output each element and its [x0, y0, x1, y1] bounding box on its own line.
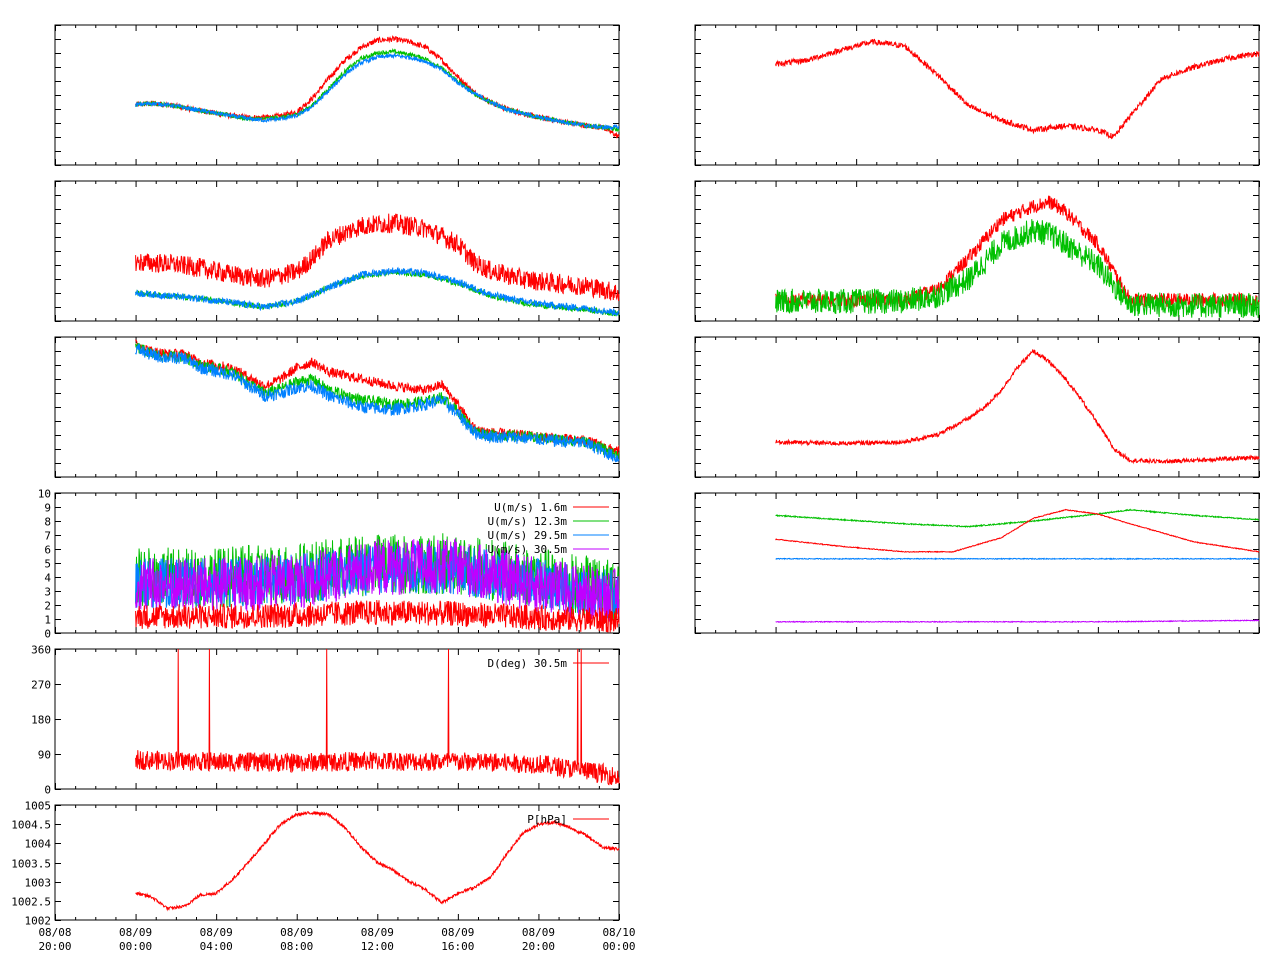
panel-left-3: [54, 336, 620, 478]
series-line: [135, 343, 620, 463]
series-line: [775, 508, 1260, 554]
y-tick-label: 7: [44, 530, 51, 543]
y-tick-label: 1003: [25, 877, 52, 890]
y-tick-label: 1004.5: [11, 819, 51, 832]
plot-frame: [54, 336, 620, 478]
x-tick-label-date: 08/09: [280, 926, 313, 939]
series-line: [135, 599, 620, 633]
panel-left-5: 0 90 180 270 360 D(deg) 30.5m: [31, 644, 620, 797]
legend-label: D(deg) 30.5m: [488, 657, 568, 670]
series-line: [775, 619, 1260, 624]
legend-label: P[hPa]: [527, 813, 567, 826]
x-tick-label-date: 08/09: [361, 926, 394, 939]
x-tick-label-time: 08:00: [280, 940, 313, 953]
series-line: [135, 648, 620, 786]
plot-frame: [54, 180, 620, 322]
y-tick-label: 8: [44, 516, 51, 529]
y-tick-label: 10: [38, 488, 51, 501]
panel-right-3: [694, 336, 1260, 478]
x-tick-label-time: 00:00: [602, 940, 635, 953]
panel-right-1: [694, 24, 1260, 166]
x-tick-label-time: 20:00: [522, 940, 555, 953]
x-tick-label-date: 08/09: [522, 926, 555, 939]
series-line: [775, 508, 1260, 528]
legend-label: U(m/s) 30.5m: [488, 543, 568, 556]
y-tick-label: 1003.5: [11, 858, 51, 871]
panel-left-1: [54, 24, 620, 166]
panel-left-6: 1002 1002.5 1003 1003.5 1004 1004.5 1005 P[hPa]: [11, 800, 620, 928]
plot-frame: [694, 24, 1260, 166]
y-tick-label: 2: [44, 600, 51, 613]
y-tick-label: 270: [31, 679, 51, 692]
y-tick-label: 1005: [25, 800, 52, 813]
panel-right-4: [694, 492, 1260, 634]
legend-label: U(m/s) 1.6m: [494, 501, 567, 514]
plot-frame: [54, 24, 620, 166]
x-tick-label-time: 20:00: [38, 940, 71, 953]
x-tick-label-date: 08/10: [602, 926, 635, 939]
y-tick-label: 1002: [25, 915, 52, 928]
y-tick-label: 4: [44, 572, 51, 585]
y-tick-label: 0: [44, 784, 51, 797]
series-line: [135, 213, 620, 302]
series-line: [135, 266, 620, 317]
x-tick-label-time: 12:00: [361, 940, 394, 953]
series-line: [775, 219, 1260, 318]
legend-label: U(m/s) 12.3m: [488, 515, 568, 528]
y-tick-label: 360: [31, 644, 51, 657]
x-tick-label-time: 16:00: [441, 940, 474, 953]
y-tick-label: 180: [31, 714, 51, 727]
y-tick-label: 5: [44, 558, 51, 571]
panel-left-2: [54, 180, 620, 322]
y-tick-label: 3: [44, 586, 51, 599]
series-line: [135, 811, 620, 912]
series-line: [135, 537, 620, 625]
series-line: [775, 349, 1260, 465]
series-line: [775, 38, 1260, 140]
plot-frame: [694, 336, 1260, 478]
y-tick-label: 9: [44, 502, 51, 515]
plot-frame: [54, 804, 620, 921]
series-line: [135, 52, 620, 131]
x-tick-label-date: 08/08: [38, 926, 71, 939]
legend-label: U(m/s) 29.5m: [488, 529, 568, 542]
x-tick-label-date: 08/09: [200, 926, 233, 939]
panel-right-2: [694, 180, 1260, 322]
y-tick-label: 0: [44, 628, 51, 641]
x-tick-label-time: 00:00: [119, 940, 152, 953]
x-tick-label-time: 04:00: [200, 940, 233, 953]
y-tick-label: 1002.5: [11, 896, 51, 909]
y-tick-label: 1004: [25, 838, 52, 851]
x-tick-label-date: 08/09: [119, 926, 152, 939]
y-tick-label: 1: [44, 614, 51, 627]
y-tick-label: 90: [38, 749, 51, 762]
x-tick-label-date: 08/09: [441, 926, 474, 939]
y-tick-label: 6: [44, 544, 51, 557]
series-line: [775, 557, 1260, 561]
